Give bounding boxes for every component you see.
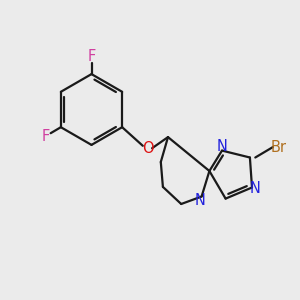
Text: N: N xyxy=(195,193,206,208)
Text: F: F xyxy=(41,129,50,144)
Text: Br: Br xyxy=(271,140,287,154)
Text: N: N xyxy=(217,139,227,154)
Text: O: O xyxy=(142,141,154,156)
Text: F: F xyxy=(87,49,96,64)
Text: N: N xyxy=(250,181,260,196)
